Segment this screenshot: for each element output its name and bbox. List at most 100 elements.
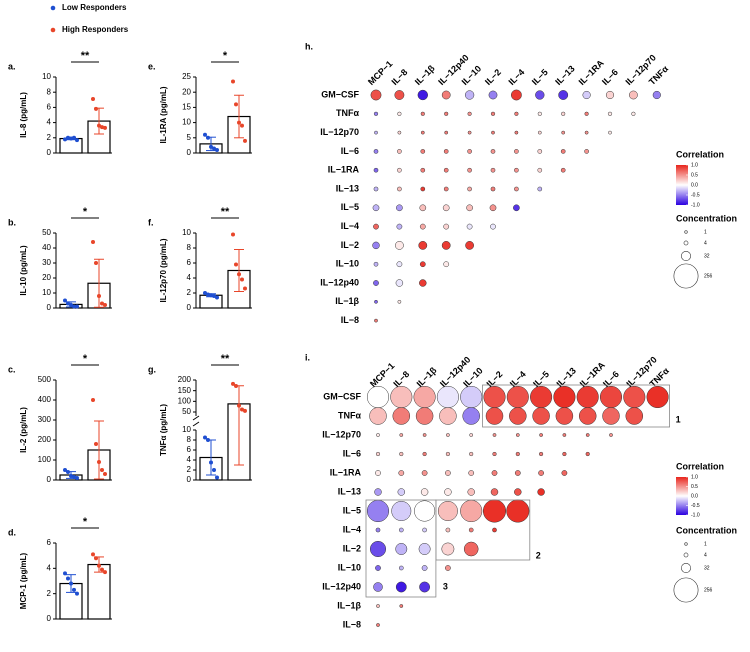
bubble	[514, 111, 519, 116]
data-point	[63, 298, 67, 303]
bubble	[509, 407, 527, 425]
bubble	[490, 111, 496, 116]
bubble	[443, 223, 450, 230]
y-tick-label: 200	[178, 375, 192, 384]
legend-marker	[50, 5, 56, 11]
y-tick-label: 10	[42, 288, 51, 297]
bubble	[419, 204, 427, 212]
colorbar-title: Correlation	[676, 461, 724, 471]
data-point	[212, 294, 216, 298]
data-point	[97, 123, 101, 128]
panel-label: e.	[148, 61, 156, 71]
column-label: IL−2	[483, 67, 503, 87]
y-axis-label: MCP-1 (pg/mL)	[19, 552, 28, 609]
size-legend-label: 1	[704, 229, 707, 235]
bubble	[366, 499, 390, 523]
bubble	[490, 186, 496, 192]
colorbar-tick-label: 0.5	[691, 484, 698, 490]
y-tick-label: 4	[187, 455, 192, 464]
y-tick-label: 10	[182, 228, 191, 237]
bubble	[397, 186, 402, 192]
y-tick-label: 10	[182, 118, 191, 127]
row-label: IL−13	[336, 183, 359, 193]
panel-label: g.	[148, 364, 156, 374]
y-tick-label: 2	[47, 589, 52, 598]
bubble	[443, 149, 449, 154]
data-point	[212, 146, 216, 151]
y-tick-label: 100	[178, 396, 192, 405]
y-axis-label: IL-2 (pg/mL)	[19, 407, 28, 453]
column-label: MCP−1	[368, 361, 396, 389]
bubble	[441, 241, 451, 250]
colorbar-tick-label: 1.0	[691, 162, 698, 168]
column-label: MCP−1	[366, 59, 394, 87]
bubble	[399, 433, 404, 437]
bubble	[442, 204, 450, 212]
data-point	[63, 571, 67, 576]
legend-label: High Responders	[62, 25, 129, 34]
data-point	[243, 408, 247, 413]
data-point	[100, 567, 104, 572]
bubble	[373, 111, 379, 116]
bubble	[397, 488, 406, 496]
size-legend-circle	[673, 263, 699, 289]
bubble	[468, 470, 475, 476]
bubble	[445, 470, 451, 476]
y-axis-label: TNFα (pg/mL)	[159, 404, 168, 456]
bubble	[460, 385, 483, 409]
data-point	[212, 468, 216, 472]
y-tick-label: 30	[42, 258, 51, 267]
data-point	[69, 303, 73, 307]
data-point	[237, 120, 241, 125]
bubble	[514, 470, 521, 476]
data-point	[103, 472, 107, 476]
bubble	[394, 90, 405, 100]
data-point	[91, 398, 95, 402]
row-label: TNFα	[338, 410, 361, 420]
y-tick-label: 2	[187, 288, 192, 297]
axis-break	[192, 421, 200, 427]
row-label: IL−5	[343, 505, 361, 515]
significance: *	[83, 353, 88, 365]
error-bar	[234, 385, 244, 466]
bubble	[369, 540, 387, 558]
error-bar	[234, 249, 244, 292]
colorbar-tick-label: -1.0	[691, 512, 700, 518]
bubble	[396, 223, 403, 230]
bubble	[441, 542, 455, 556]
bubble	[466, 223, 473, 230]
y-tick-label: 0	[47, 303, 52, 312]
bubble	[537, 149, 543, 154]
bubble	[420, 130, 425, 135]
data-point	[206, 438, 210, 442]
bubble	[538, 470, 544, 476]
colorbar-tick-label: 0.5	[691, 172, 698, 178]
size-legend-label: 256	[704, 587, 713, 593]
bubble	[555, 407, 574, 425]
bubble	[609, 433, 613, 437]
data-point	[69, 581, 73, 586]
data-point	[231, 232, 235, 237]
bubble	[422, 451, 427, 457]
y-tick-label: 10	[182, 425, 191, 434]
bubble	[464, 90, 475, 100]
bubble	[460, 499, 483, 523]
y-tick-label: 100	[38, 455, 52, 464]
bubble	[437, 501, 458, 521]
bubble	[646, 385, 669, 409]
bubble	[417, 89, 428, 101]
error-bar	[234, 94, 244, 139]
bubble	[492, 451, 497, 457]
data-point	[209, 460, 213, 465]
data-point	[94, 442, 98, 446]
bubble	[374, 299, 378, 304]
data-point	[206, 292, 210, 297]
bubble	[491, 470, 498, 476]
bubble	[490, 149, 496, 154]
data-point	[75, 138, 79, 143]
bubble	[602, 407, 620, 425]
bubble	[443, 186, 449, 192]
row-label: IL−12p40	[320, 277, 359, 287]
bubble	[469, 433, 474, 437]
